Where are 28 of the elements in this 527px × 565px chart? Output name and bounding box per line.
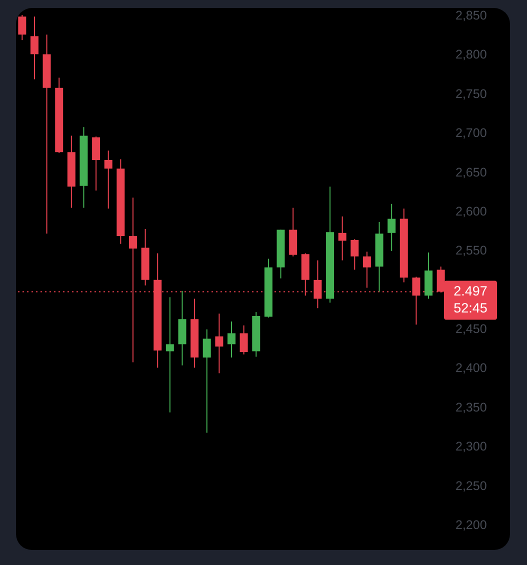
candlestick: [166, 296, 174, 413]
candlestick: [338, 216, 346, 261]
text: 52:45: [454, 300, 488, 316]
candlestick: [92, 136, 100, 192]
y-tick-label: 2,700: [456, 126, 487, 140]
y-tick-label: 2,550: [456, 244, 487, 258]
candlestick: [202, 328, 211, 434]
y-tick-label: 2,350: [456, 400, 487, 414]
y-tick-label: 2,450: [456, 322, 487, 336]
y-tick-label: 2,750: [456, 86, 487, 101]
candlestick: [104, 150, 112, 210]
candlestick: [240, 324, 248, 355]
y-tick-label: 2,400: [456, 361, 487, 376]
candlestick: [215, 313, 224, 374]
y-tick-label: 2,200: [456, 518, 487, 532]
candlestick: [18, 14, 26, 41]
y-tick-label: 2,600: [456, 204, 487, 218]
y-tick-label: 2,250: [456, 478, 487, 493]
candlestick: [388, 203, 396, 252]
text: 2.497: [454, 284, 488, 299]
candlestick: [228, 320, 236, 358]
candlestick: [350, 238, 359, 270]
y-tick-label: 2,300: [456, 440, 487, 454]
y-tick-label: 2,650: [456, 165, 487, 180]
candlestick: [30, 16, 38, 80]
candlestick: [362, 251, 371, 288]
y-tick-label: 2,800: [456, 48, 487, 62]
y-tick-label: 2,850: [456, 8, 487, 22]
